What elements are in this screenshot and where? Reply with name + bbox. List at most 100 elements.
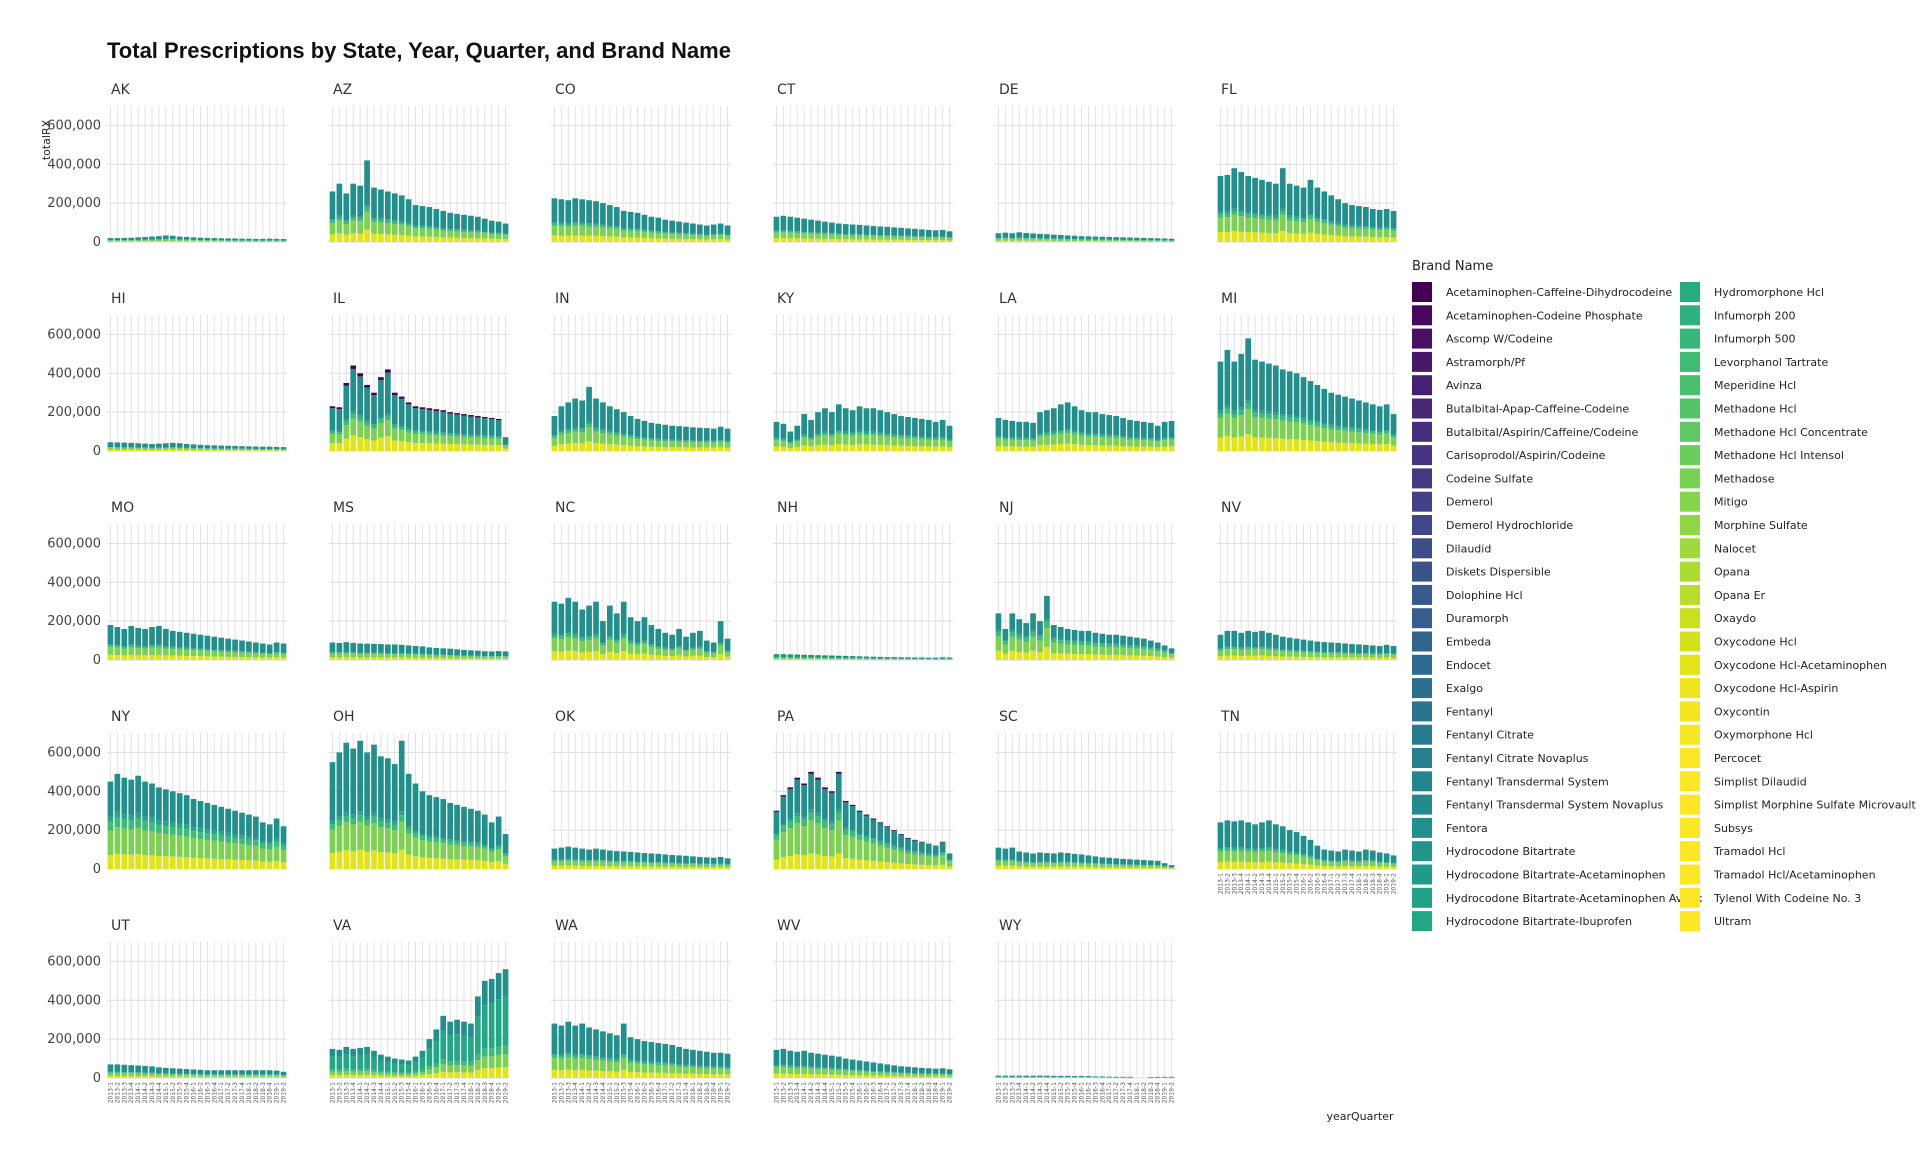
bar-segment <box>412 1061 419 1072</box>
bar-segment <box>371 221 377 234</box>
bar-segment <box>607 605 613 636</box>
bar-segment <box>378 1054 384 1061</box>
bar-segment <box>149 855 155 869</box>
bar-segment <box>225 1070 231 1075</box>
bar-segment <box>1383 657 1390 660</box>
bar-segment <box>787 657 794 660</box>
bar-segment <box>586 200 592 224</box>
bar-segment <box>190 648 197 651</box>
bar-segment <box>884 1064 891 1072</box>
bar-segment <box>593 635 599 639</box>
bar-segment <box>169 856 176 869</box>
bar-segment <box>502 658 509 660</box>
bar-segment <box>1016 446 1023 451</box>
bar-segment <box>246 845 252 861</box>
bar-segment <box>1335 425 1341 428</box>
bar-segment <box>1051 444 1057 451</box>
bar-segment <box>690 442 696 448</box>
bar-segment <box>253 446 259 449</box>
bar-segment <box>135 443 141 448</box>
bar-segment <box>856 234 863 236</box>
bar-segment <box>1071 406 1078 431</box>
bar-segment <box>1113 445 1119 451</box>
bar-segment <box>815 433 821 435</box>
bar-segment <box>176 823 183 829</box>
bar-segment <box>870 433 877 436</box>
bar-segment <box>246 860 252 869</box>
bar-segment <box>676 1064 682 1067</box>
bar-segment <box>655 440 662 447</box>
bar-segment <box>808 437 814 438</box>
bar-segment <box>801 785 807 817</box>
bar-segment <box>683 863 689 865</box>
bar-segment <box>1030 636 1036 651</box>
bar-segment <box>648 1072 655 1078</box>
bar-segment <box>724 235 731 240</box>
bar-segment <box>1238 216 1245 232</box>
bar-segment <box>149 241 155 242</box>
bar-segment <box>780 230 787 231</box>
bar-segment <box>1217 437 1224 451</box>
bar-segment <box>1300 217 1307 220</box>
bar-segment <box>1085 241 1092 242</box>
bar-segment <box>600 203 606 225</box>
bar-segment <box>1030 1077 1036 1078</box>
bar-segment <box>1120 241 1126 242</box>
bar-segment <box>204 450 211 451</box>
legend-label: Diskets Dispersible <box>1446 566 1551 579</box>
bar-segment <box>426 207 433 227</box>
bar-segment <box>808 437 814 440</box>
bar-segment <box>1030 440 1036 447</box>
bar-segment <box>794 654 801 658</box>
bar-segment <box>495 861 502 869</box>
bar-segment <box>849 235 856 240</box>
x-tick-label: 2014-4 <box>822 1082 829 1103</box>
bar-segment <box>176 649 183 656</box>
bar-segment <box>794 659 801 660</box>
bar-segment <box>932 237 939 238</box>
bar-segment <box>891 414 897 435</box>
bar-segment <box>829 792 835 822</box>
bar-segment <box>565 636 572 651</box>
bar-segment <box>1383 431 1390 434</box>
bar-segment <box>925 854 932 857</box>
bar-segment <box>641 439 648 447</box>
bar-segment <box>607 1033 613 1058</box>
bar-segment <box>107 830 114 856</box>
bar-segment <box>190 237 197 240</box>
bar-segment <box>481 1068 488 1078</box>
x-tick-label: 2014-1 <box>1245 873 1252 894</box>
bar-segment <box>607 635 613 638</box>
bar-segment <box>683 239 689 242</box>
bar-segment <box>593 860 599 862</box>
bar-segment <box>1376 228 1383 231</box>
bar-segment <box>398 644 405 654</box>
bar-segment <box>371 643 377 653</box>
bar-segment <box>385 828 391 853</box>
bar-segment <box>1154 241 1161 242</box>
bar-segment <box>655 1043 662 1063</box>
bar-segment <box>932 854 939 856</box>
bar-segment <box>710 653 717 658</box>
bar-segment <box>1238 861 1245 869</box>
bar-segment <box>225 240 231 242</box>
bar-segment <box>1286 854 1293 864</box>
bar-segment <box>440 210 447 229</box>
bar-segment <box>135 827 141 855</box>
bar-segment <box>1224 413 1231 436</box>
bar-segment <box>1369 645 1376 654</box>
bar-segment <box>815 232 821 234</box>
bar-segment <box>724 651 731 653</box>
bar-segment <box>1141 646 1147 648</box>
bar-segment <box>440 655 447 659</box>
bar-segment <box>1369 208 1376 228</box>
x-tick-label: 2017-2 <box>225 1082 232 1103</box>
bar-segment <box>572 1055 579 1059</box>
bar-segment <box>468 434 474 436</box>
bar-segment <box>891 845 897 847</box>
bar-segment <box>849 224 856 235</box>
bar-segment <box>572 847 579 860</box>
x-tick-label: 2013-3 <box>121 1082 128 1103</box>
bar-segment <box>232 449 238 451</box>
